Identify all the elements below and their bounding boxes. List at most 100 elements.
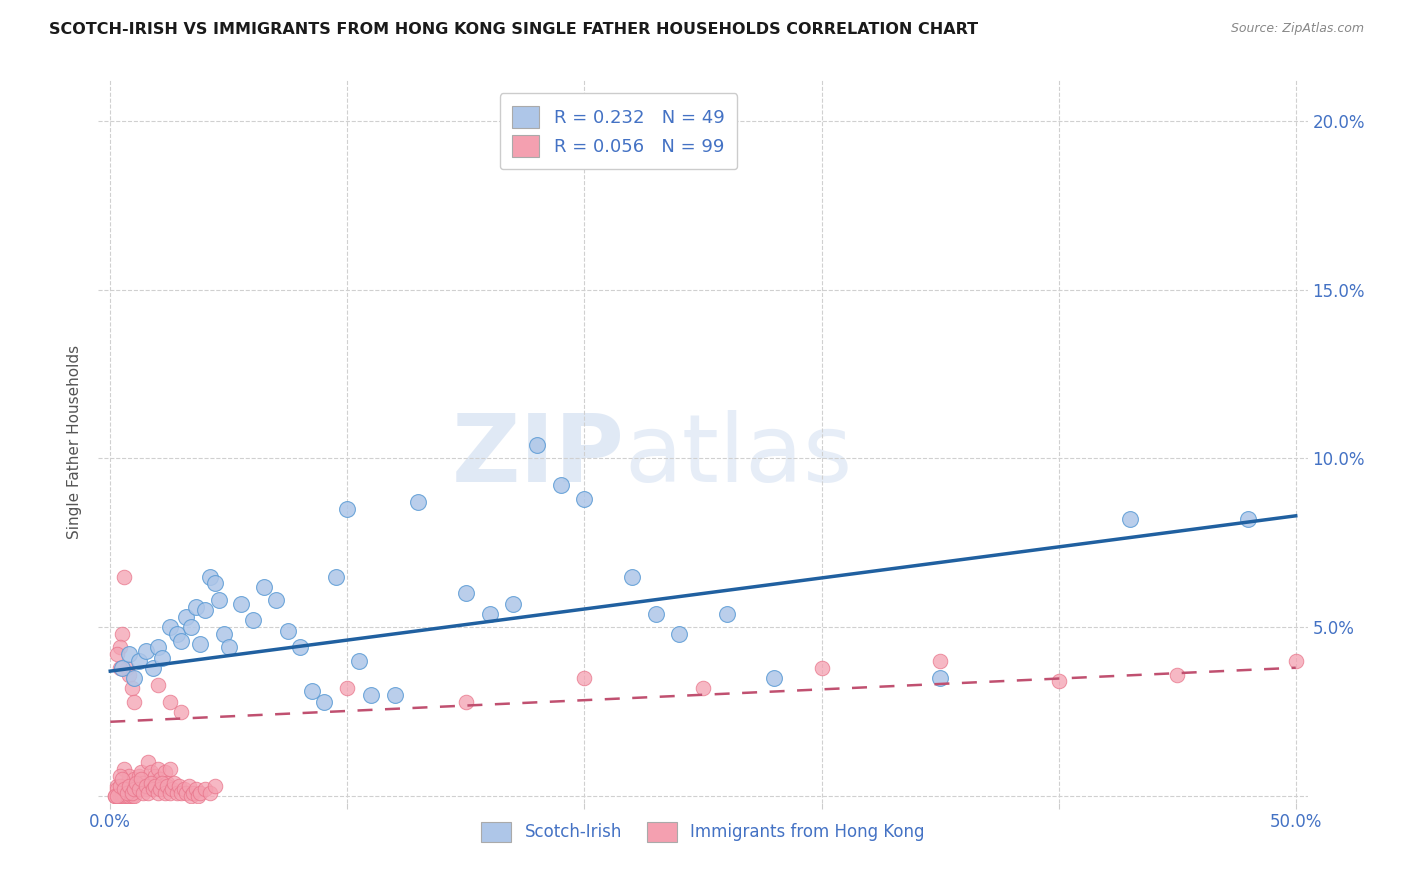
Point — [153, 765, 176, 780]
Point — [122, 782, 145, 797]
Point — [408, 495, 430, 509]
Point — [170, 705, 193, 719]
Point — [204, 576, 226, 591]
Point — [194, 603, 217, 617]
Point — [121, 789, 143, 803]
Point — [111, 661, 134, 675]
Point — [142, 782, 165, 797]
Point — [132, 786, 155, 800]
Point — [121, 782, 143, 797]
Point — [454, 694, 477, 708]
Point — [336, 681, 359, 695]
Point — [184, 599, 207, 614]
Point — [187, 789, 209, 803]
Point — [139, 775, 162, 789]
Point — [108, 789, 131, 803]
Point — [122, 789, 145, 803]
Point — [194, 782, 217, 797]
Point — [277, 624, 299, 638]
Point — [105, 647, 128, 661]
Point — [229, 597, 252, 611]
Point — [108, 640, 131, 655]
Point — [301, 684, 323, 698]
Point — [763, 671, 786, 685]
Point — [1285, 654, 1308, 668]
Point — [502, 597, 524, 611]
Text: ZIP: ZIP — [451, 410, 624, 502]
Point — [105, 782, 128, 797]
Point — [142, 775, 165, 789]
Point — [242, 614, 264, 628]
Point — [159, 620, 181, 634]
Point — [129, 765, 152, 780]
Point — [170, 633, 193, 648]
Point — [132, 775, 155, 789]
Point — [208, 593, 231, 607]
Point — [129, 772, 152, 787]
Point — [180, 789, 202, 803]
Point — [929, 654, 952, 668]
Point — [108, 779, 131, 793]
Point — [253, 580, 276, 594]
Point — [104, 789, 127, 803]
Point — [166, 627, 188, 641]
Point — [810, 661, 832, 675]
Point — [180, 620, 202, 634]
Point — [111, 772, 134, 787]
Point — [1047, 674, 1070, 689]
Point — [118, 769, 141, 783]
Point — [181, 786, 204, 800]
Point — [136, 756, 159, 770]
Point — [152, 779, 174, 793]
Point — [139, 765, 162, 780]
Point — [166, 786, 188, 800]
Point — [115, 789, 138, 803]
Point — [121, 786, 143, 800]
Point — [156, 779, 179, 793]
Point — [929, 671, 952, 685]
Point — [173, 782, 195, 797]
Point — [128, 654, 150, 668]
Point — [167, 779, 190, 793]
Point — [149, 782, 172, 797]
Point — [159, 762, 181, 776]
Point — [111, 789, 134, 803]
Point — [125, 775, 148, 789]
Point — [111, 627, 134, 641]
Text: atlas: atlas — [624, 410, 852, 502]
Point — [128, 769, 150, 783]
Point — [146, 640, 169, 655]
Point — [478, 607, 501, 621]
Point — [153, 786, 176, 800]
Point — [574, 491, 596, 506]
Point — [128, 782, 150, 797]
Point — [1166, 667, 1188, 681]
Point — [115, 661, 138, 675]
Point — [1119, 512, 1142, 526]
Point — [114, 762, 136, 776]
Point — [325, 569, 347, 583]
Point — [118, 667, 141, 681]
Point — [108, 661, 131, 675]
Point — [288, 640, 311, 655]
Point — [454, 586, 477, 600]
Point — [184, 782, 207, 797]
Point — [122, 772, 145, 787]
Point — [550, 478, 572, 492]
Point — [212, 627, 235, 641]
Y-axis label: Single Father Households: Single Father Households — [67, 344, 83, 539]
Point — [115, 775, 138, 789]
Point — [159, 786, 181, 800]
Point — [135, 782, 157, 797]
Text: Source: ZipAtlas.com: Source: ZipAtlas.com — [1230, 22, 1364, 36]
Point — [156, 775, 179, 789]
Point — [114, 782, 136, 797]
Point — [118, 647, 141, 661]
Point — [122, 671, 145, 685]
Point — [108, 769, 131, 783]
Point — [668, 627, 690, 641]
Point — [105, 789, 128, 803]
Text: SCOTCH-IRISH VS IMMIGRANTS FROM HONG KONG SINGLE FATHER HOUSEHOLDS CORRELATION C: SCOTCH-IRISH VS IMMIGRANTS FROM HONG KON… — [49, 22, 979, 37]
Point — [384, 688, 406, 702]
Point — [143, 779, 166, 793]
